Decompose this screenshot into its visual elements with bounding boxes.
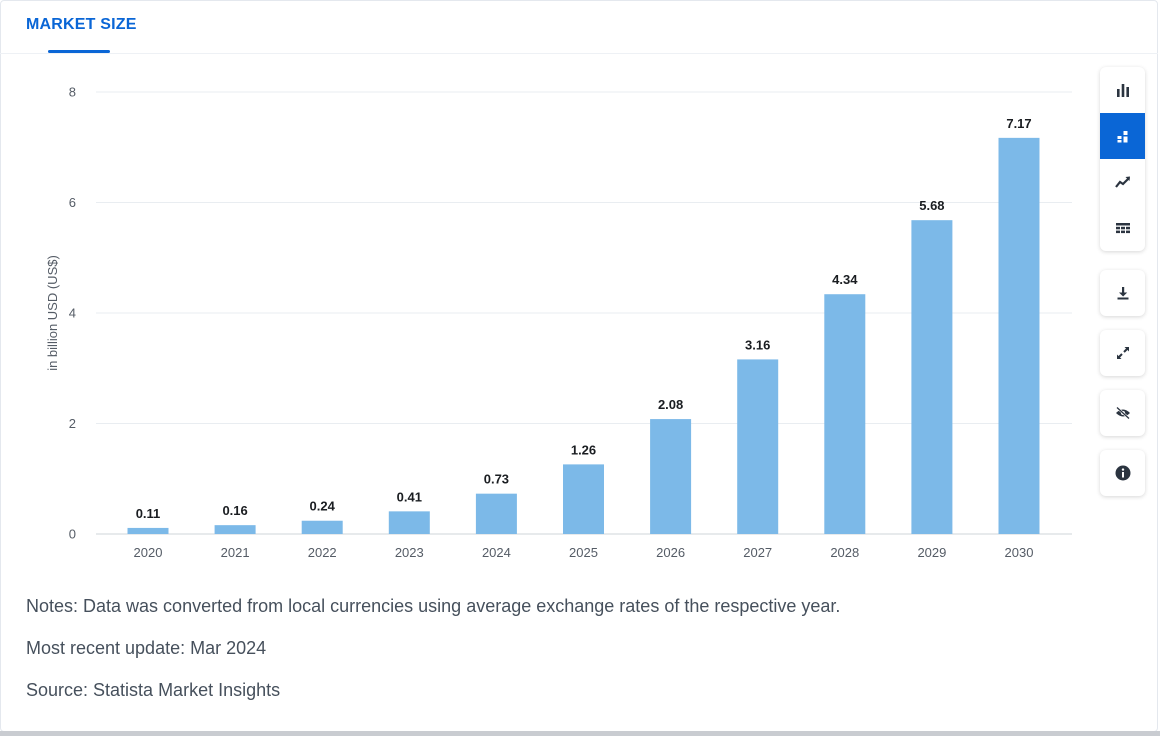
bar-2020[interactable] — [127, 527, 169, 534]
tab-active-indicator — [48, 50, 110, 53]
bar-2026[interactable] — [650, 419, 692, 534]
download-icon — [1117, 287, 1128, 300]
notes-text: Notes: Data was converted from local cur… — [26, 596, 841, 616]
bottom-edge — [0, 731, 1160, 736]
bar-chart-button[interactable] — [1100, 67, 1145, 113]
bar-chart-icon — [1116, 84, 1129, 97]
x-tick-label: 2029 — [917, 545, 946, 560]
y-tick-label: 0 — [69, 527, 76, 542]
bar-2025[interactable] — [563, 464, 604, 534]
bar-2024[interactable] — [475, 493, 517, 534]
data-label-2021: 0.16 — [222, 503, 247, 518]
bar-2028[interactable] — [824, 294, 866, 534]
data-label-2022: 0.24 — [310, 499, 336, 514]
x-tick-label: 2026 — [656, 545, 685, 560]
x-tick-label: 2024 — [482, 545, 511, 560]
x-tick-label: 2025 — [569, 545, 598, 560]
x-tick-label: 2022 — [308, 545, 337, 560]
data-label-2028: 4.34 — [832, 272, 858, 287]
data-label-2023: 0.41 — [397, 489, 422, 504]
data-label-2026: 2.08 — [658, 397, 683, 412]
bar-2027[interactable] — [737, 359, 779, 534]
bar-2022[interactable] — [301, 520, 343, 534]
data-label-2020: 0.11 — [136, 506, 161, 521]
x-tick-label: 2027 — [743, 545, 772, 560]
data-label-2030: 7.17 — [1006, 116, 1031, 131]
data-label-2025: 1.26 — [571, 442, 596, 457]
download-group — [1100, 270, 1145, 316]
info-group — [1100, 450, 1145, 496]
hide-group — [1100, 390, 1145, 436]
data-label-2027: 3.16 — [745, 337, 770, 352]
table-grid-icon — [1115, 223, 1130, 234]
trend-line-button[interactable] — [1100, 159, 1145, 205]
bar-2029[interactable] — [911, 220, 953, 534]
stacked-chart-button[interactable] — [1100, 113, 1145, 159]
x-tick-label: 2021 — [221, 545, 250, 560]
x-tick-label: 2020 — [134, 545, 163, 560]
y-tick-label: 8 — [69, 85, 76, 100]
data-label-2024: 0.73 — [484, 472, 509, 487]
expand-button[interactable] — [1100, 330, 1145, 376]
source-text: Source: Statista Market Insights — [26, 680, 281, 700]
hide-eye-icon — [1115, 406, 1130, 420]
bar-2030[interactable] — [998, 137, 1040, 535]
data-label-2029: 5.68 — [919, 198, 944, 213]
bar-2023[interactable] — [388, 511, 430, 534]
bar-chart: 0 2 4 6 8 in billion USD (US$) 0.11 0.16 0.24 0… — [45, 85, 1072, 560]
x-tick-label: 2030 — [1005, 545, 1034, 560]
expand-group — [1100, 330, 1145, 376]
x-tick-label: 2023 — [395, 545, 424, 560]
tab-divider — [0, 53, 1158, 54]
update-text: Most recent update: Mar 2024 — [26, 638, 267, 658]
hide-button[interactable] — [1100, 390, 1145, 436]
expand-icon — [1116, 347, 1129, 359]
table-view-button[interactable] — [1100, 205, 1145, 251]
x-tick-label: 2028 — [830, 545, 859, 560]
y-tick-label: 6 — [69, 195, 76, 210]
y-axis-label: in billion USD (US$) — [45, 255, 60, 371]
bar-2021[interactable] — [214, 525, 256, 534]
y-tick-label: 2 — [69, 416, 76, 431]
info-button[interactable] — [1100, 450, 1145, 496]
stacked-chart-icon — [1117, 131, 1127, 143]
trend-line-icon — [1114, 176, 1130, 188]
chart-type-toolbar — [1100, 67, 1145, 251]
tab-market-size[interactable]: MARKET SIZE — [26, 16, 137, 33]
info-icon — [1115, 465, 1130, 481]
download-button[interactable] — [1100, 270, 1145, 316]
y-tick-label: 4 — [69, 306, 76, 321]
